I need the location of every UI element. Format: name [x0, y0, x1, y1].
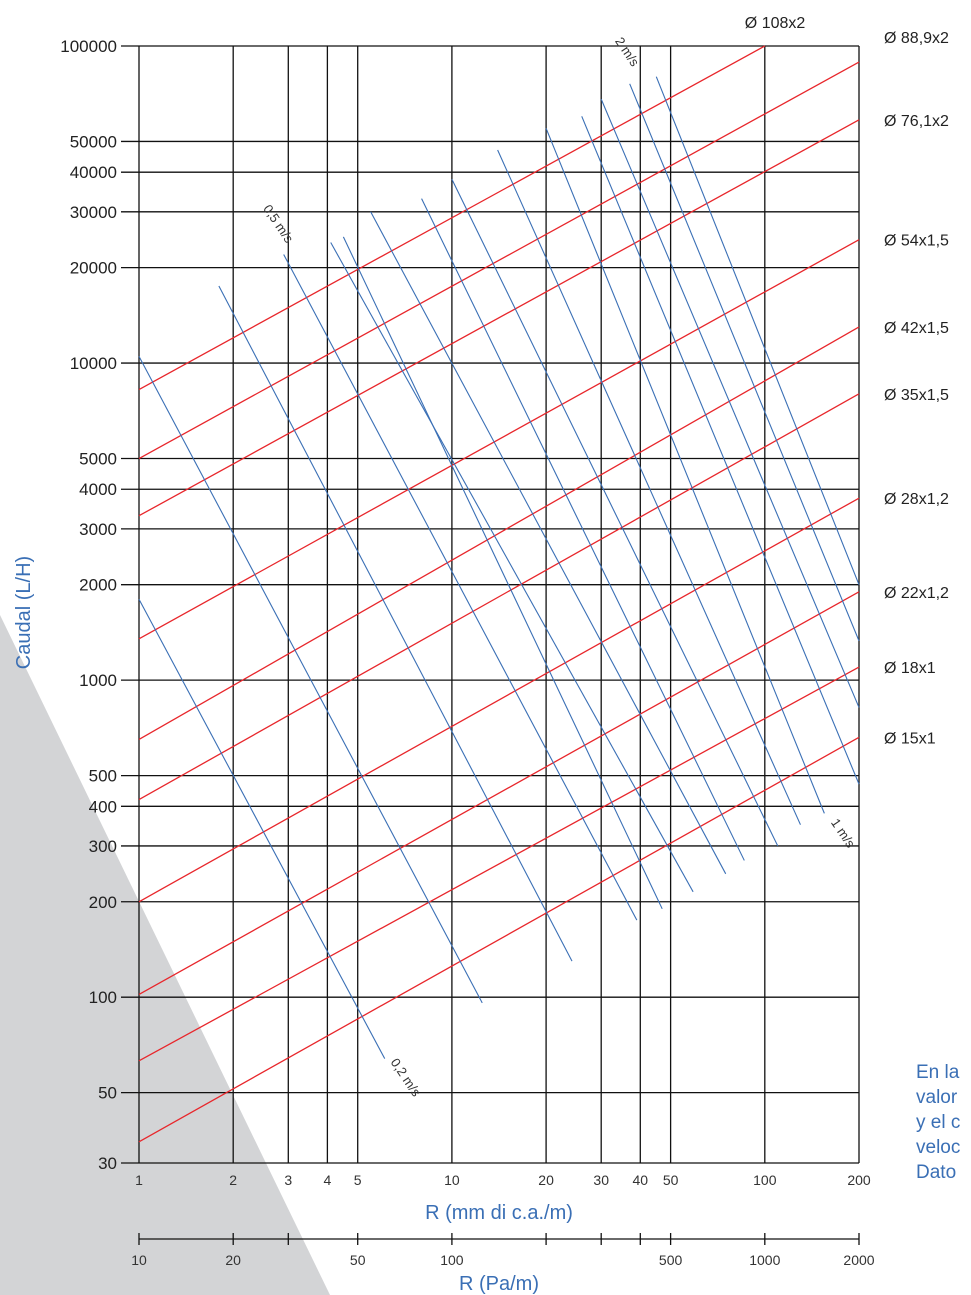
y-tick-label: 1000: [79, 671, 117, 690]
side-note: En la valor y el c veloc Dato: [916, 1060, 960, 1185]
y-tick-label: 50: [98, 1084, 117, 1103]
y-tick-label: 5000: [79, 450, 117, 469]
velocity-label: 0,5 m/s: [260, 202, 297, 246]
y-tick-label: 50000: [70, 132, 117, 151]
pipe-label: Ø 88,9x2: [884, 30, 949, 47]
pipe-line: [138, 591, 860, 996]
x-tick-label: 30: [593, 1172, 609, 1188]
note-line: En la: [916, 1062, 960, 1083]
pipe-label: Ø 35x1,5: [884, 387, 949, 404]
x-tick-label: 4: [323, 1172, 331, 1188]
velocity-line: [218, 285, 573, 962]
x-axis-title: R (mm di c.a./m): [425, 1202, 573, 1224]
x-tick-label: 40: [633, 1172, 649, 1188]
y-tick-label: 10000: [70, 354, 117, 373]
background-gray-wedge: [0, 615, 330, 1295]
y-tick-label: 3000: [79, 520, 117, 539]
y-tick-label: 100000: [60, 37, 117, 56]
pipe-line: [138, 393, 860, 801]
pipe-label: Ø 54x1,5: [884, 233, 949, 250]
secondary-x-tick-label: 1000: [749, 1252, 780, 1268]
y-tick-label: 2000: [79, 576, 117, 595]
velocity-line: [629, 83, 860, 642]
y-tick-label: 30000: [70, 203, 117, 222]
secondary-x-tick-label: 10: [131, 1252, 147, 1268]
velocity-lines: [138, 76, 860, 1059]
y-tick-label: 100: [89, 988, 117, 1007]
pipe-line: [138, 497, 860, 903]
secondary-x-tick-label: 50: [350, 1252, 366, 1268]
velocity-line: [370, 211, 727, 875]
x-tick-label: 200: [847, 1172, 871, 1188]
note-line: veloc: [916, 1137, 961, 1158]
velocity-line: [283, 254, 638, 921]
y-tick-label: 4000: [79, 480, 117, 499]
velocity-line: [545, 128, 825, 814]
pipe-label: Ø 108x2: [745, 15, 806, 32]
velocity-line: [342, 236, 663, 910]
x-tick-label: 20: [538, 1172, 554, 1188]
pipe-diameter-lines: [138, 45, 860, 1143]
secondary-x-tick-label: 500: [659, 1252, 683, 1268]
secondary-x-tick-label: 2000: [843, 1252, 874, 1268]
pipe-label: Ø 22x1,2: [884, 585, 949, 602]
y-tick-label: 500: [89, 767, 117, 786]
x-tick-label: 50: [663, 1172, 679, 1188]
x-tick-label: 1: [135, 1172, 143, 1188]
velocity-line: [138, 356, 483, 1004]
velocity-label: 2 m/s: [612, 34, 642, 69]
velocity-line: [497, 149, 801, 825]
y-tick-label: 40000: [70, 163, 117, 182]
pipe-line: [138, 326, 860, 741]
velocity-line: [655, 76, 860, 585]
note-line: valor: [916, 1087, 958, 1108]
y-tick-label: 400: [89, 797, 117, 816]
note-line: Dato: [916, 1162, 957, 1183]
axes: 30 50 100 200 300 400 500 1000 2000 3000 4000 5000 1…: [13, 37, 875, 1295]
velocity-line: [138, 598, 386, 1059]
secondary-x-axis-title: R (Pa/m): [459, 1273, 539, 1295]
pipe-line: [138, 119, 860, 517]
x-tick-label: 3: [284, 1172, 292, 1188]
x-tick-label: 10: [444, 1172, 460, 1188]
pipe-label: Ø 15x1: [884, 730, 936, 747]
velocity-line: [330, 242, 694, 893]
y-axis-title: Caudal (L/H): [13, 556, 35, 669]
pipe-line: [138, 736, 860, 1143]
y-tick-label: 200: [89, 893, 117, 912]
series-labels: Ø 108x2 Ø 88,9x2 Ø 76,1x2 Ø 54x1,5 Ø 42x1,5 Ø…: [260, 15, 949, 1100]
y-tick-label: 300: [89, 837, 117, 856]
pipe-line: [138, 239, 860, 640]
secondary-x-tick-label: 100: [440, 1252, 464, 1268]
velocity-line: [600, 98, 860, 708]
velocity-line: [421, 198, 745, 861]
velocity-line: [581, 116, 860, 785]
velocity-line: [451, 178, 779, 847]
pipe-line: [138, 666, 860, 1062]
grid: [121, 45, 860, 1164]
note-line: y el c: [916, 1112, 961, 1133]
x-tick-label: 100: [753, 1172, 777, 1188]
pipe-label: Ø 76,1x2: [884, 113, 949, 130]
secondary-x-tick-label: 20: [225, 1252, 241, 1268]
pipe-label: Ø 42x1,5: [884, 320, 949, 337]
pipe-line: [138, 61, 860, 460]
pipe-label: Ø 18x1: [884, 660, 936, 677]
y-tick-label: 30: [98, 1154, 117, 1173]
x-tick-label: 2: [229, 1172, 237, 1188]
y-tick-label: 20000: [70, 259, 117, 278]
pipe-label: Ø 28x1,2: [884, 491, 949, 508]
x-tick-label: 5: [354, 1172, 362, 1188]
